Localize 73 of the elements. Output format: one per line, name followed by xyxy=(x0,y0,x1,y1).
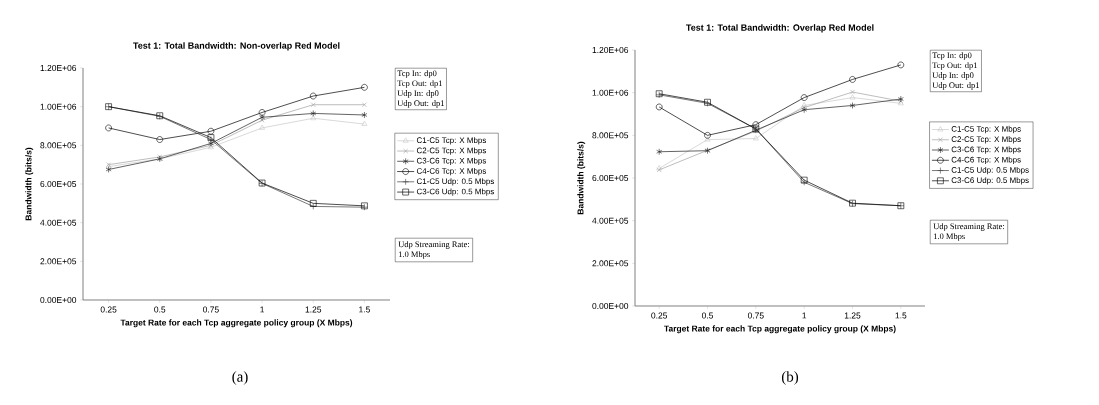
point xyxy=(656,148,663,156)
x-tick-label: 1 xyxy=(802,312,807,319)
text: Tcp In: dp0 xyxy=(932,52,972,60)
point xyxy=(849,76,856,83)
text: (b) xyxy=(781,371,799,385)
y-tick-label: 1.20E+06 xyxy=(40,65,77,71)
x-tick-label: 0.5 xyxy=(701,312,714,319)
text: 1.0 Mbps xyxy=(398,251,430,259)
text: 1.0 Mbps xyxy=(933,233,965,241)
point xyxy=(309,92,317,100)
x-axis-title: Target Rate for each Tcp aggregate policy group (X Mbps) xyxy=(120,319,353,328)
text: Tcp In: dp0 xyxy=(397,70,437,78)
y-tick-label: 1.00E+06 xyxy=(592,89,629,96)
text: Udp Out: dp1 xyxy=(932,82,979,90)
x-axis-title: Target Rate for each Tcp aggregate policy group (X Mbps) xyxy=(664,325,896,334)
point xyxy=(310,114,317,121)
chart-title: Test 1: Total Bandwidth: Non-overlap Red Model xyxy=(133,42,340,51)
y-tick-label: 1.00E+06 xyxy=(40,103,77,110)
point xyxy=(207,127,215,135)
point xyxy=(897,61,905,69)
x-tick-label: 1.25 xyxy=(844,312,861,319)
x-tick-label: 0.75 xyxy=(747,312,764,319)
text: Tcp Out: dp1 xyxy=(932,62,977,70)
y-tick-label: 6.00E+05 xyxy=(592,175,629,181)
y-tick-label: 2.00E+05 xyxy=(592,260,629,267)
point xyxy=(704,136,711,142)
point xyxy=(156,136,164,143)
point xyxy=(752,135,759,141)
point xyxy=(752,121,760,128)
point xyxy=(361,111,368,119)
x-tick-label: 1.5 xyxy=(359,306,370,313)
y-axis-title: Bandwidth (bits/s) xyxy=(577,141,586,215)
y-tick-label: 1.20E+06 xyxy=(592,47,629,53)
point xyxy=(655,103,663,111)
text: Udp Streaming Rate: xyxy=(398,241,470,249)
point xyxy=(105,124,112,132)
point xyxy=(105,166,112,173)
text: (a) xyxy=(232,371,248,385)
y-tick-label: 0.00E+00 xyxy=(592,303,629,309)
x-tick-label: 0.25 xyxy=(651,312,668,319)
chart-title: Test 1: Total Bandwidth: Overlap Red Model xyxy=(686,24,874,33)
y-tick-label: 4.00E+05 xyxy=(40,219,77,226)
text: Udp In: dp0 xyxy=(932,72,974,80)
y-axis-title: Bandwidth (bits/s) xyxy=(25,147,34,221)
point xyxy=(361,120,368,126)
x-tick-label: 1.5 xyxy=(895,312,907,319)
point xyxy=(800,94,808,101)
text: Tcp Out: dp1 xyxy=(397,80,442,88)
point xyxy=(258,109,266,116)
point xyxy=(850,89,855,95)
point xyxy=(362,102,367,108)
y-tick-label: 0.00E+00 xyxy=(40,297,77,303)
point xyxy=(849,102,856,109)
x-tick-label: 0.25 xyxy=(100,306,117,313)
x-tick-label: 0.75 xyxy=(203,306,219,313)
x-tick-label: 0.5 xyxy=(154,306,166,313)
y-tick-label: 2.00E+05 xyxy=(40,258,77,265)
point xyxy=(310,102,316,108)
y-tick-label: 6.00E+05 xyxy=(40,181,77,187)
text: Udp Streaming Rate: xyxy=(933,223,1005,231)
point xyxy=(361,84,368,91)
y-tick-label: 8.00E+05 xyxy=(40,142,77,149)
text: Udp Out: dp1 xyxy=(397,100,444,108)
point xyxy=(259,124,265,130)
point xyxy=(849,94,856,100)
x-tick-label: 1.25 xyxy=(305,306,322,313)
point xyxy=(704,132,711,139)
y-tick-label: 8.00E+05 xyxy=(592,132,629,139)
point xyxy=(801,106,808,114)
y-tick-label: 4.00E+05 xyxy=(592,217,629,224)
text: Udp In: dp0 xyxy=(397,90,439,98)
x-tick-label: 1 xyxy=(260,306,265,313)
point xyxy=(310,110,317,117)
